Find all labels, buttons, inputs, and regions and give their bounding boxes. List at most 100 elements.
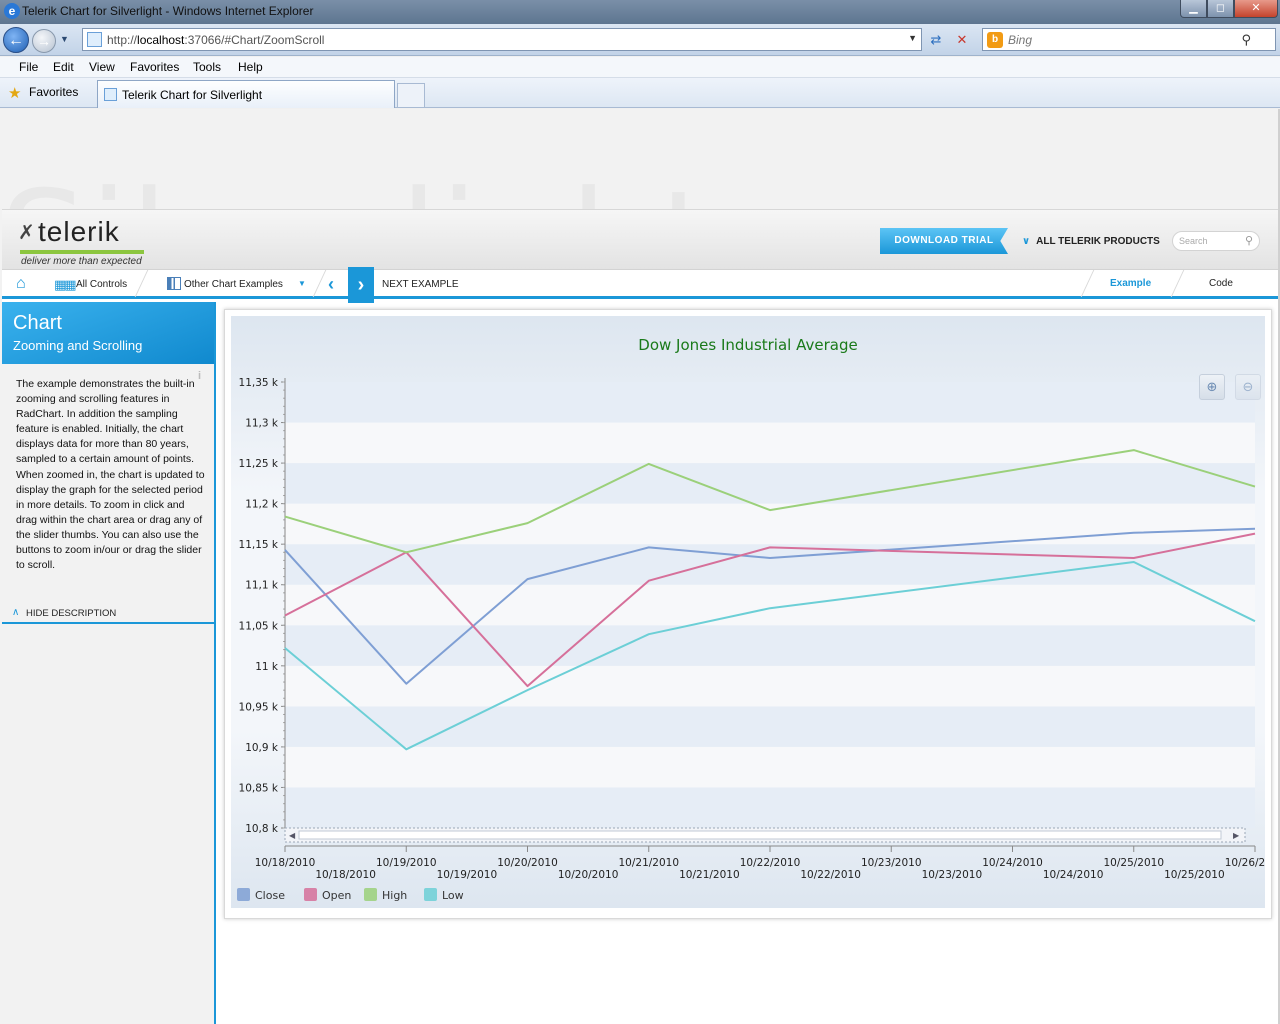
y-tick-label: 11,2 k — [245, 499, 279, 511]
site-search-input[interactable]: Search ⚲ — [1172, 231, 1260, 251]
grid-stripe — [285, 422, 1255, 464]
site-header: ✗ telerik deliver more than expected DOW… — [2, 209, 1278, 269]
url-prefix: http:// — [107, 33, 138, 47]
divider — [1069, 270, 1095, 297]
example-description: The example demonstrates the built-in zo… — [16, 378, 205, 572]
x-tick-label-secondary: 10/23/2010 — [922, 869, 983, 881]
search-box[interactable]: b Bing ⚲ — [982, 28, 1276, 51]
tab-code[interactable]: Code — [1209, 278, 1233, 289]
address-url[interactable]: http://localhost:37066/#Chart/ZoomScroll — [107, 33, 324, 47]
chevron-up-icon: ∧ — [12, 607, 20, 618]
zoom-out-icon[interactable]: ⊖ — [1235, 374, 1261, 400]
menu-tools[interactable]: Tools — [193, 60, 222, 74]
sidebar-title: Chart — [13, 312, 62, 334]
close-window-button[interactable]: ✕ — [1234, 0, 1278, 18]
next-example-link[interactable]: NEXT EXAMPLE — [382, 279, 459, 290]
stop-icon[interactable]: ✕ — [956, 32, 968, 47]
line-chart[interactable]: Dow Jones Industrial Average 11,35 k 11,3 … — [231, 316, 1265, 908]
zoom-in-icon[interactable]: ⊕ — [1199, 374, 1225, 400]
ie-logo-icon: e — [4, 3, 20, 19]
favorites-star-icon[interactable]: ★ — [8, 85, 22, 102]
scroll-left-icon: ◀ — [289, 831, 296, 840]
grid-stripe — [285, 544, 1255, 585]
x-tick-label-secondary: 10/20/2010 — [558, 869, 619, 881]
window-controls: ▁ ◻ ✕ — [1180, 0, 1278, 18]
x-tick-label-secondary: 10/24/2010 — [1043, 869, 1104, 881]
menu-help[interactable]: Help — [238, 60, 263, 74]
tab-example[interactable]: Example — [1110, 278, 1152, 289]
tab-title: Telerik Chart for Silverlight — [122, 88, 263, 102]
forward-button[interactable]: → — [32, 29, 56, 53]
download-trial-button[interactable]: DOWNLOAD TRIAL — [880, 228, 1008, 254]
history-dropdown-icon[interactable]: ▼ — [60, 34, 69, 44]
other-examples-dropdown[interactable]: Other Chart Examples — [184, 279, 283, 290]
y-tick-label: 11,05 k — [239, 620, 279, 632]
x-tick-label: 10/22/2010 — [740, 857, 801, 869]
grid-stripe — [285, 746, 1255, 788]
maximize-button[interactable]: ◻ — [1207, 0, 1234, 18]
grid-stripe — [285, 787, 1255, 828]
hide-description-button[interactable]: ∧ HIDE DESCRIPTION — [2, 604, 214, 624]
previous-example-icon[interactable]: ‹ — [328, 274, 334, 294]
all-controls-link[interactable]: All Controls — [76, 279, 128, 290]
y-tick-label: 11,15 k — [239, 539, 279, 551]
search-icon[interactable]: ⚲ — [1244, 235, 1253, 247]
site-search-placeholder: Search — [1179, 236, 1208, 246]
menu-file[interactable]: File — [19, 60, 39, 74]
logo-underline — [20, 250, 144, 254]
y-tick-label: 11,3 k — [245, 418, 279, 430]
series-line-close — [284, 527, 1256, 685]
logo-wordmark: telerik — [38, 216, 120, 247]
y-tick-label: 10,95 k — [239, 701, 279, 713]
grid-stripe — [285, 706, 1255, 747]
x-tick-label: 10/19/2010 — [376, 857, 437, 869]
grid-stripe — [285, 382, 1255, 423]
page-favicon-icon — [87, 32, 102, 47]
description-sidebar: Chart Zooming and Scrolling i The exampl… — [2, 302, 216, 1024]
search-icon[interactable]: ⚲ — [1241, 32, 1251, 47]
legend-swatch-high — [364, 888, 377, 901]
grid-stripe — [285, 665, 1255, 707]
home-icon[interactable]: ⌂ — [16, 275, 26, 292]
x-tick-label-secondary: 10/18/2010 — [315, 869, 376, 881]
all-products-link[interactable]: ∨ ALL TELERIK PRODUCTS — [1022, 236, 1160, 247]
legend-label-close: Close — [255, 889, 285, 902]
x-tick-label-secondary: 10/22/2010 — [800, 869, 861, 881]
menu-bar: File Edit View Favorites Tools Help — [0, 57, 1280, 78]
chart-container: Dow Jones Industrial Average 11,35 k 11,3 … — [224, 309, 1272, 919]
url-host: localhost — [137, 33, 185, 47]
bar-chart-icon — [167, 277, 181, 290]
legend-label-low: Low — [442, 889, 464, 902]
menu-edit[interactable]: Edit — [53, 60, 74, 74]
window-titlebar: e Telerik Chart for Silverlight - Window… — [0, 0, 1280, 24]
refresh-icon[interactable]: ⇄ — [930, 32, 942, 47]
grid-icon[interactable]: ▦▦ — [54, 277, 77, 292]
chevron-down-icon[interactable]: ▼ — [298, 279, 306, 288]
y-tick-label: 10,85 k — [239, 782, 279, 794]
back-button[interactable]: ← — [3, 27, 29, 53]
tab-favicon-icon — [104, 88, 117, 101]
browser-tab-active[interactable]: Telerik Chart for Silverlight — [97, 80, 395, 108]
new-tab-button[interactable] — [397, 83, 425, 107]
info-icon[interactable]: i — [198, 370, 202, 382]
y-tick-label: 11,1 k — [245, 580, 279, 592]
divider — [123, 270, 149, 297]
hide-description-label: HIDE DESCRIPTION — [26, 608, 117, 619]
bing-logo-icon: b — [987, 32, 1003, 48]
legend-swatch-open — [304, 888, 317, 901]
menu-favorites[interactable]: Favorites — [130, 60, 180, 74]
y-tick-label: 10,8 k — [245, 823, 279, 835]
divider — [1159, 270, 1185, 297]
series-line-low — [284, 561, 1256, 751]
chart-area[interactable]: Dow Jones Industrial Average 11,35 k 11,3 … — [231, 316, 1265, 908]
minimize-button[interactable]: ▁ — [1180, 0, 1207, 18]
favorites-button[interactable]: Favorites — [29, 85, 79, 99]
grid-stripe — [285, 584, 1255, 626]
y-tick-label: 11 k — [255, 661, 279, 673]
address-bar[interactable]: http://localhost:37066/#Chart/ZoomScroll… — [82, 28, 922, 51]
next-example-icon[interactable]: › — [348, 267, 374, 303]
grid-stripe — [285, 625, 1255, 666]
telerik-mark-icon: ✗ — [18, 222, 35, 244]
menu-view[interactable]: View — [89, 60, 115, 74]
address-dropdown-icon[interactable]: ▼ — [908, 33, 917, 43]
